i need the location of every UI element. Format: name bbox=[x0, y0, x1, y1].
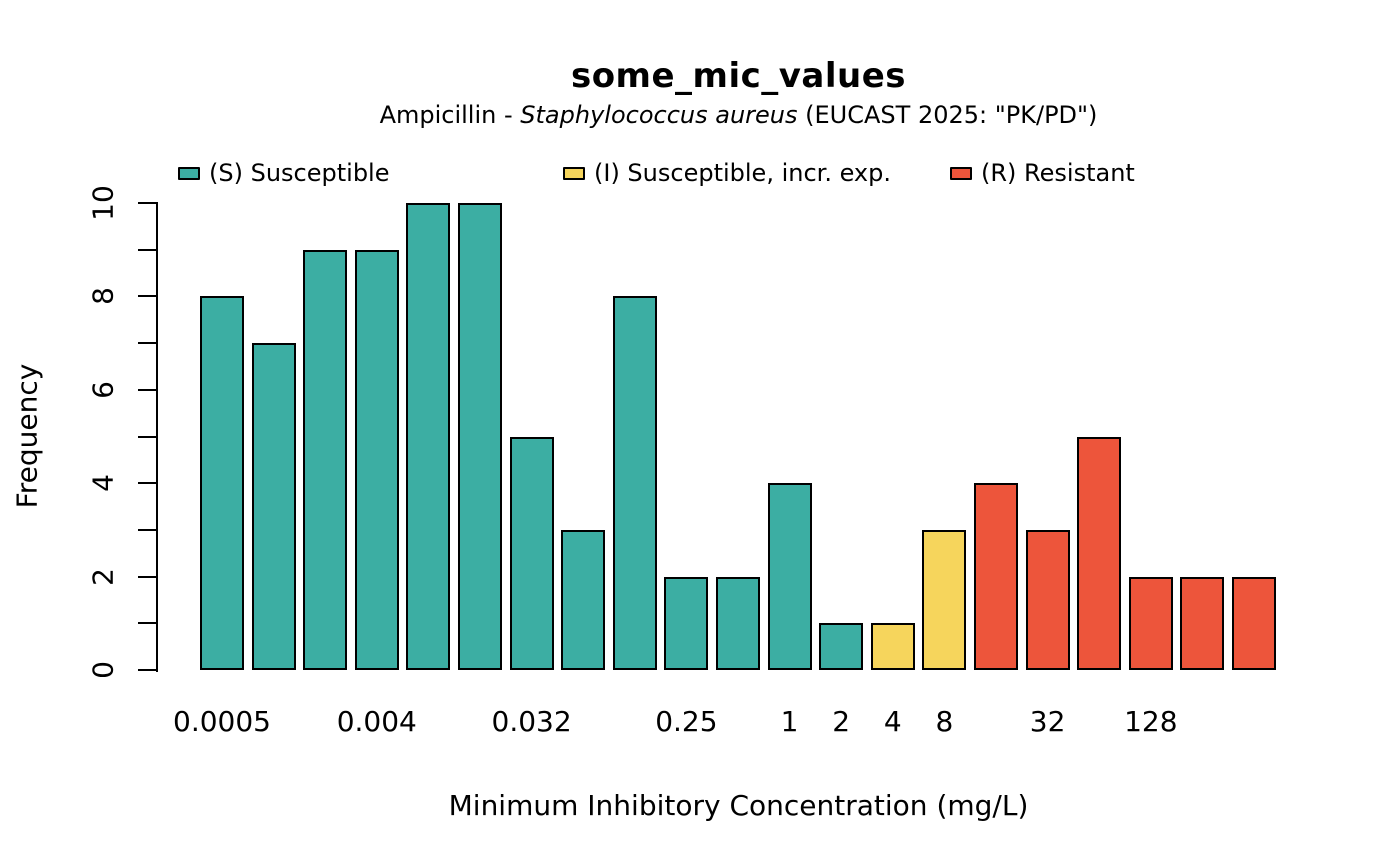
bar bbox=[974, 483, 1018, 670]
y-tick-label: 10 bbox=[86, 185, 120, 221]
y-tick bbox=[138, 248, 157, 251]
legend-swatch bbox=[950, 166, 972, 180]
bar bbox=[200, 296, 244, 670]
bar bbox=[406, 203, 451, 670]
y-tick bbox=[138, 528, 157, 531]
subtitle-prefix: Ampicillin - bbox=[379, 101, 521, 129]
y-tick bbox=[138, 622, 157, 625]
legend-label: (R) Resistant bbox=[981, 159, 1135, 187]
bar bbox=[870, 623, 915, 670]
x-tick-label: 8 bbox=[935, 705, 954, 738]
bar bbox=[664, 576, 709, 670]
chart-subtitle: Ampicillin - Staphylococcus aureus (EUCA… bbox=[157, 101, 1320, 129]
y-tick bbox=[138, 202, 157, 204]
x-axis-title: Minimum Inhibitory Concentration (mg/L) bbox=[448, 789, 1029, 822]
y-axis-title: Frequency bbox=[10, 363, 44, 509]
legend-item: (R) Resistant bbox=[950, 158, 1135, 188]
legend-item: (S) Susceptible bbox=[178, 158, 389, 188]
bar bbox=[561, 529, 606, 670]
bar bbox=[819, 623, 864, 670]
bar bbox=[303, 249, 348, 670]
x-tick-label: 0.004 bbox=[336, 705, 417, 738]
bar bbox=[458, 203, 502, 670]
x-tick-label: 128 bbox=[1124, 705, 1178, 738]
y-tick bbox=[138, 575, 157, 578]
bar bbox=[251, 343, 296, 670]
legend-swatch bbox=[563, 166, 585, 180]
y-tick bbox=[138, 435, 157, 438]
y-tick-label: 8 bbox=[86, 287, 120, 306]
bar bbox=[1025, 529, 1070, 670]
bar bbox=[1232, 576, 1276, 670]
bar bbox=[1128, 576, 1173, 670]
legend-swatch bbox=[178, 166, 200, 180]
bar bbox=[716, 576, 760, 670]
y-tick-label: 2 bbox=[86, 567, 120, 586]
bar bbox=[767, 483, 812, 670]
y-tick bbox=[138, 482, 157, 485]
y-tick bbox=[138, 388, 157, 391]
x-tick-label: 4 bbox=[883, 705, 902, 738]
y-tick bbox=[138, 669, 157, 671]
y-tick bbox=[138, 342, 157, 345]
y-tick-label: 4 bbox=[86, 474, 120, 493]
bar bbox=[509, 436, 554, 670]
bar bbox=[1180, 576, 1225, 670]
legend-label: (S) Susceptible bbox=[209, 159, 390, 187]
y-tick-label: 0 bbox=[86, 661, 120, 679]
bar bbox=[354, 249, 399, 670]
x-tick-label: 32 bbox=[1029, 705, 1066, 738]
subtitle-suffix: (EUCAST 2025: "PK/PD") bbox=[797, 101, 1098, 129]
chart-title: some_mic_values bbox=[570, 56, 907, 96]
bar bbox=[612, 296, 657, 670]
legend-label: (I) Susceptible, incr. exp. bbox=[594, 159, 891, 187]
x-tick-label: 2 bbox=[832, 705, 851, 738]
x-tick-label: 1 bbox=[780, 705, 799, 738]
y-tick bbox=[138, 295, 157, 298]
x-tick-label: 0.25 bbox=[655, 705, 718, 738]
x-tick-label: 0.0005 bbox=[173, 705, 271, 738]
y-axis-line bbox=[156, 202, 158, 672]
subtitle-species-italic: Staphylococcus aureus bbox=[520, 101, 798, 129]
bar bbox=[1077, 436, 1122, 670]
y-tick-label: 6 bbox=[86, 380, 120, 399]
bar bbox=[922, 529, 967, 670]
x-tick-label: 0.032 bbox=[491, 705, 572, 738]
legend-item: (I) Susceptible, incr. exp. bbox=[563, 158, 891, 188]
